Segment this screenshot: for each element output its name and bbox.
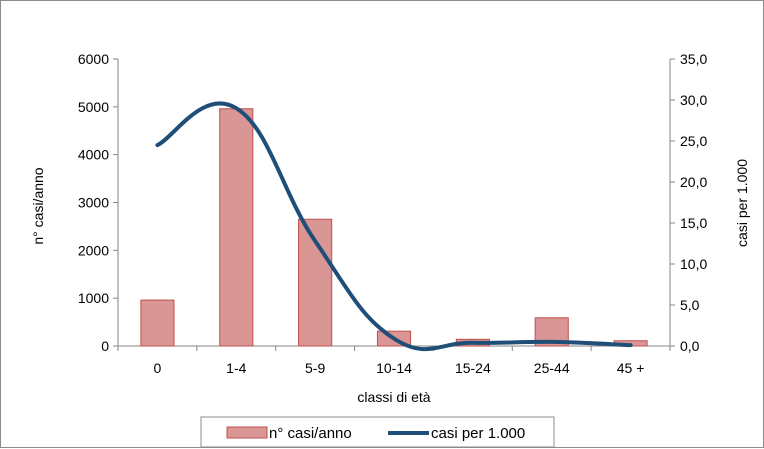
legend: n° casi/anno casi per 1.000	[200, 416, 555, 448]
axes	[117, 59, 671, 347]
x-tick-label: 45 +	[617, 360, 645, 376]
legend-box	[200, 416, 555, 448]
bar-series	[140, 108, 648, 347]
x-tick-label: 15-24	[455, 360, 491, 376]
legend-bar-label: n° casi/anno	[269, 425, 352, 442]
y-tick-left-label: 2000	[78, 242, 109, 258]
y-axis-left-title: n° casi/anno	[30, 167, 46, 244]
x-tick-label: 5-9	[305, 360, 325, 376]
x-tick-label: 10-14	[376, 360, 412, 376]
y-ticks-right: 0,0 5,0 10,0 15,0 20,0 25,0 30,0 35,0	[670, 51, 707, 354]
y-tick-left-label: 6000	[78, 51, 109, 67]
y-tick-right-label: 0,0	[680, 338, 700, 354]
bar	[219, 108, 254, 347]
y-tick-left-label: 3000	[78, 195, 109, 211]
y-tick-left-label: 4000	[78, 147, 109, 163]
y-tick-right-label: 20,0	[680, 174, 707, 190]
y-tick-right-label: 35,0	[680, 51, 707, 67]
y-tick-left-label: 0	[101, 338, 109, 354]
y-tick-right-label: 10,0	[680, 256, 707, 272]
x-tick-label: 25-44	[534, 360, 570, 376]
bar	[140, 299, 175, 347]
y-tick-left-label: 5000	[78, 99, 109, 115]
legend-line-label: casi per 1.000	[431, 425, 525, 442]
x-tick-label: 0	[154, 360, 162, 376]
y-tick-right-label: 30,0	[680, 92, 707, 108]
x-ticks: 0 1-4 5-9 10-14 15-24 25-44 45 +	[117, 346, 671, 376]
legend-bar-swatch	[226, 426, 268, 439]
y-tick-right-label: 15,0	[680, 215, 707, 231]
y-tick-right-label: 25,0	[680, 133, 707, 149]
line-casi-per-1000	[155, 101, 633, 352]
y-tick-left-label: 1000	[78, 290, 109, 306]
line-series	[155, 101, 633, 352]
x-tick-label: 1-4	[226, 360, 246, 376]
y-axis-right-title: casi per 1.000	[734, 159, 750, 247]
y-tick-right-label: 5,0	[680, 297, 700, 313]
x-axis-title: classi di età	[357, 389, 430, 405]
y-ticks-left: 0 1000 2000 3000 4000 5000 6000	[78, 51, 118, 354]
